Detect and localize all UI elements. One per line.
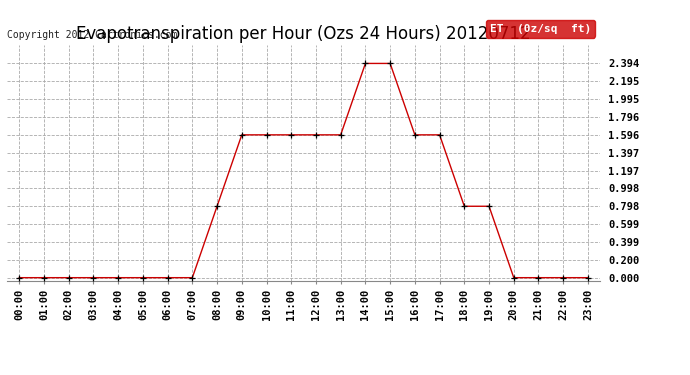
Legend: ET  (0z/sq  ft): ET (0z/sq ft) <box>486 20 595 38</box>
Title: Evapotranspiration per Hour (Ozs 24 Hours) 20120712: Evapotranspiration per Hour (Ozs 24 Hour… <box>77 26 531 44</box>
Text: Copyright 2012 Cartronics.com: Copyright 2012 Cartronics.com <box>7 30 177 40</box>
